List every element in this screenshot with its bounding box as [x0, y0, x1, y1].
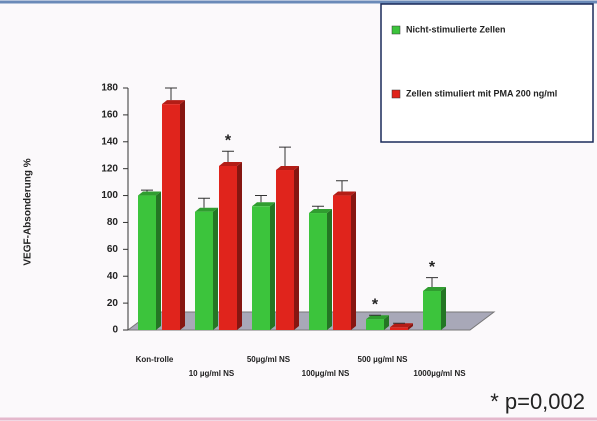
- bar-top: [219, 161, 242, 166]
- y-tick-label: 160: [101, 110, 118, 121]
- significance-mark: *: [372, 296, 379, 313]
- legend-swatch: [391, 25, 401, 35]
- legend-label: Nicht-stimulierte Zellen: [406, 24, 506, 34]
- bar-top: [366, 315, 389, 320]
- significance-mark: *: [429, 259, 436, 276]
- bar-side: [441, 287, 446, 330]
- x-tick-label: 500 µg/ml NS: [358, 355, 409, 364]
- bar-side: [408, 323, 413, 330]
- y-tick-label: 40: [107, 271, 119, 282]
- bar: [333, 195, 351, 330]
- footnote: * p=0,002: [490, 389, 585, 414]
- error-bar: [336, 180, 348, 192]
- bar: [195, 211, 213, 330]
- y-tick-label: 0: [112, 325, 118, 336]
- bar-side: [294, 166, 299, 330]
- bar-top: [276, 166, 299, 171]
- error-bar: [279, 146, 291, 167]
- bar: [219, 165, 237, 330]
- error-bar: [426, 277, 438, 288]
- bar: [309, 213, 327, 330]
- error-bar: [255, 195, 267, 203]
- bar-side: [156, 191, 161, 330]
- bar-top: [423, 287, 446, 292]
- legend-swatch: [391, 89, 401, 99]
- bar-side: [237, 161, 242, 330]
- bar: [162, 104, 180, 330]
- bar-side: [270, 202, 275, 330]
- bar-top: [162, 100, 185, 105]
- x-tick-label: 100µg/ml NS: [302, 369, 350, 378]
- x-tick-label: 10 µg/ml NS: [189, 369, 235, 378]
- y-tick-label: 80: [107, 217, 119, 228]
- y-tick-label: 60: [107, 244, 119, 255]
- bar: [390, 327, 408, 330]
- bar-top: [195, 207, 218, 212]
- y-tick-label: 140: [101, 136, 118, 147]
- y-tick-label: 180: [101, 83, 118, 94]
- bar: [366, 319, 384, 330]
- bar-top: [390, 323, 413, 328]
- y-axis-label: VEGF-Absonderung %: [23, 158, 34, 265]
- bar: [252, 206, 270, 330]
- error-bar: [312, 205, 324, 210]
- bar: [276, 170, 294, 330]
- bar-top: [309, 209, 332, 214]
- bar-side: [180, 100, 185, 330]
- y-tick-label: 120: [101, 163, 118, 174]
- bar: [138, 195, 156, 330]
- error-bar: [141, 189, 153, 192]
- error-bar: [222, 150, 234, 162]
- bar-top: [252, 202, 275, 207]
- significance-mark: *: [225, 132, 232, 149]
- legend: [380, 3, 594, 143]
- bar-top: [333, 191, 356, 196]
- y-tick-label: 100: [101, 190, 118, 201]
- bar-side: [384, 315, 389, 330]
- bar-top: [138, 191, 161, 196]
- legend-label: Zellen stimuliert mit PMA 200 ng/ml: [406, 88, 557, 98]
- bar: [423, 291, 441, 330]
- error-bar: [198, 197, 210, 208]
- x-tick-label: 50µg/ml NS: [247, 355, 291, 364]
- error-bar: [165, 87, 177, 101]
- y-tick-label: 20: [107, 298, 119, 309]
- bar-side: [351, 191, 356, 330]
- x-tick-label: 1000µg/ml NS: [413, 369, 466, 378]
- bar-side: [327, 209, 332, 330]
- bar-side: [213, 207, 218, 330]
- x-tick-label: Kon-trolle: [136, 355, 174, 364]
